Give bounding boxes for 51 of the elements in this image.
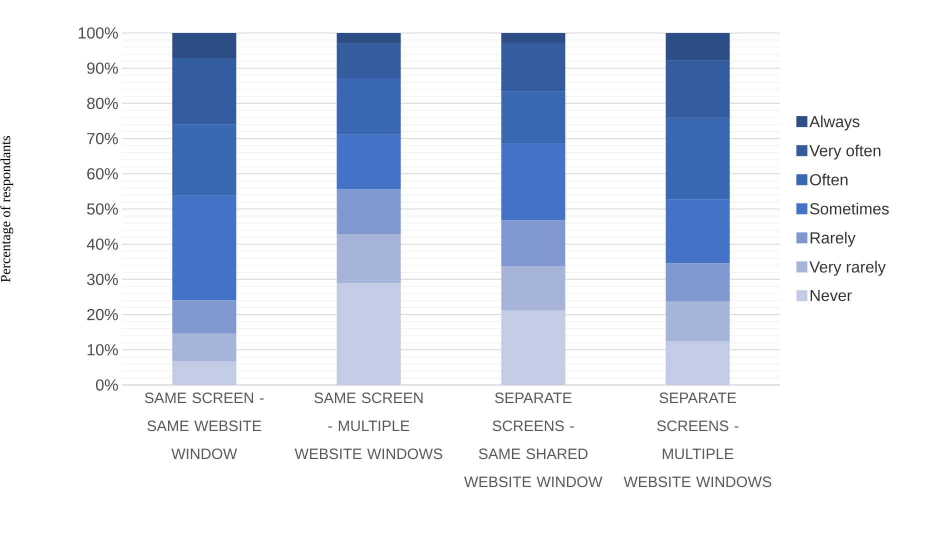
bar [501,42,566,92]
x-tick-label: SEPARATE SCREENS - MULTIPLE WEBSITE WINDOWS [624,392,772,488]
bar [172,300,236,334]
legend-label: Always [809,116,860,130]
bar [501,310,566,385]
bar [172,196,236,300]
bar [172,32,236,58]
bar [336,234,401,284]
y-tick-label: 90% [87,62,118,74]
legend-label: Very rarely [809,260,886,276]
bar [336,283,401,385]
legend-label: Rarely [810,232,856,247]
y-tick-label: 0% [96,379,118,391]
y-tick-label: 30% [87,274,118,286]
bar [172,58,236,124]
x-tick-label: SEPARATE SCREENS - SAME SHARED WEBSITE WINDOW [464,392,602,488]
bar [666,263,730,302]
legend-label: Never [810,290,852,302]
y-tick-label: 70% [87,132,118,144]
bar [336,44,401,78]
y-tick-label: 60% [87,168,118,180]
bar [336,78,401,134]
bar [501,266,566,311]
y-tick-label: 100% [78,27,118,39]
x-tick-label: SAME SCREEN - SAME WEBSITE WINDOW [144,392,264,460]
bar [501,220,566,266]
bar [666,302,730,342]
bar [336,189,401,234]
bar [501,144,566,220]
bar [336,134,401,190]
x-tick-label: SAME SCREEN - MULTIPLE WEBSITE WINDOWS [294,392,442,460]
y-axis-title: Percentage of respondants [0,136,14,282]
bar [666,118,730,200]
legend-label: Very often [809,144,880,160]
y-tick-label: 50% [87,203,118,215]
legend-label: Sometimes [810,202,889,214]
bar [666,341,730,385]
bar [172,124,236,196]
bar [666,32,730,61]
y-tick-label: 20% [87,308,118,320]
legend-label: Often [810,174,848,186]
bar [501,32,566,42]
y-tick-label: 40% [86,238,118,250]
bar [336,32,401,44]
bar [172,361,236,385]
bar [501,91,566,144]
bar [172,334,236,362]
bar [666,199,730,264]
y-tick-label: 10% [88,344,118,356]
y-tick-label: 80% [87,98,118,110]
bar [666,60,730,118]
